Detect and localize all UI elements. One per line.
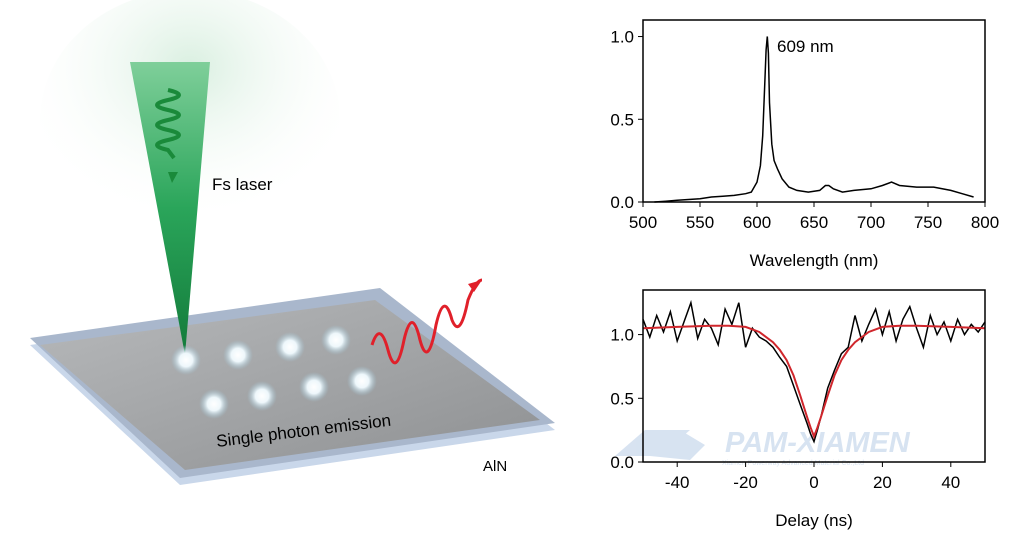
emitters [171,325,377,419]
x-axis-label: Delay (ns) [775,511,852,530]
watermark-company: Xiamen Powerway Advanced Material Co.,Lt… [722,460,864,467]
spectrum-chart: 500 550 600 650 700 750 800 0.0 0.5 1.0 Wavelength… [610,19,999,270]
x-tick-label: 20 [873,473,892,492]
laser-arrow-icon [168,172,178,183]
y-tick-label: 1.0 [610,28,634,47]
x-tick-label: 800 [971,213,999,232]
peak-annotation: 609 nm [777,37,834,56]
watermark: PAM-XIAMEN Xiamen Powerway Advanced Mate… [615,427,911,467]
g2-chart: -40 -20 0 20 40 0.0 0.5 1.0 Delay (ns) [610,289,986,530]
x-tick-label: 750 [914,213,942,232]
laser-beam [130,62,210,355]
y-tick-label: 1.0 [610,326,634,345]
y-tick-label: 0.0 [610,453,634,472]
emission-wave-icon [370,278,483,365]
series-line-1 [642,324,986,440]
y-tick-label: 0.5 [610,110,634,129]
substrate-label: AlN [483,458,507,475]
aln-substrate [30,288,555,485]
series-line-0 [654,36,974,203]
x-tick-label: 500 [629,213,657,232]
laser-wave-icon [155,88,181,160]
x-tick-label: -20 [733,473,758,492]
x-tick-label: 650 [800,213,828,232]
x-axis-label: Wavelength (nm) [750,251,879,270]
x-tick-label: 700 [857,213,885,232]
y-tick-label: 0.0 [610,193,634,212]
y-tick-label: 0.5 [610,389,634,408]
illustration: Fs laser Single photon emission AlN [30,0,555,485]
x-tick-label: 600 [743,213,771,232]
x-tick-label: 550 [686,213,714,232]
x-tick-label: -40 [665,473,690,492]
emission-arrow-icon [468,280,482,292]
watermark-brand: PAM-XIAMEN [725,427,911,459]
x-tick-label: 0 [809,473,818,492]
x-tick-label: 40 [941,473,960,492]
series-line-0 [642,299,986,444]
laser-label: Fs laser [212,175,273,194]
